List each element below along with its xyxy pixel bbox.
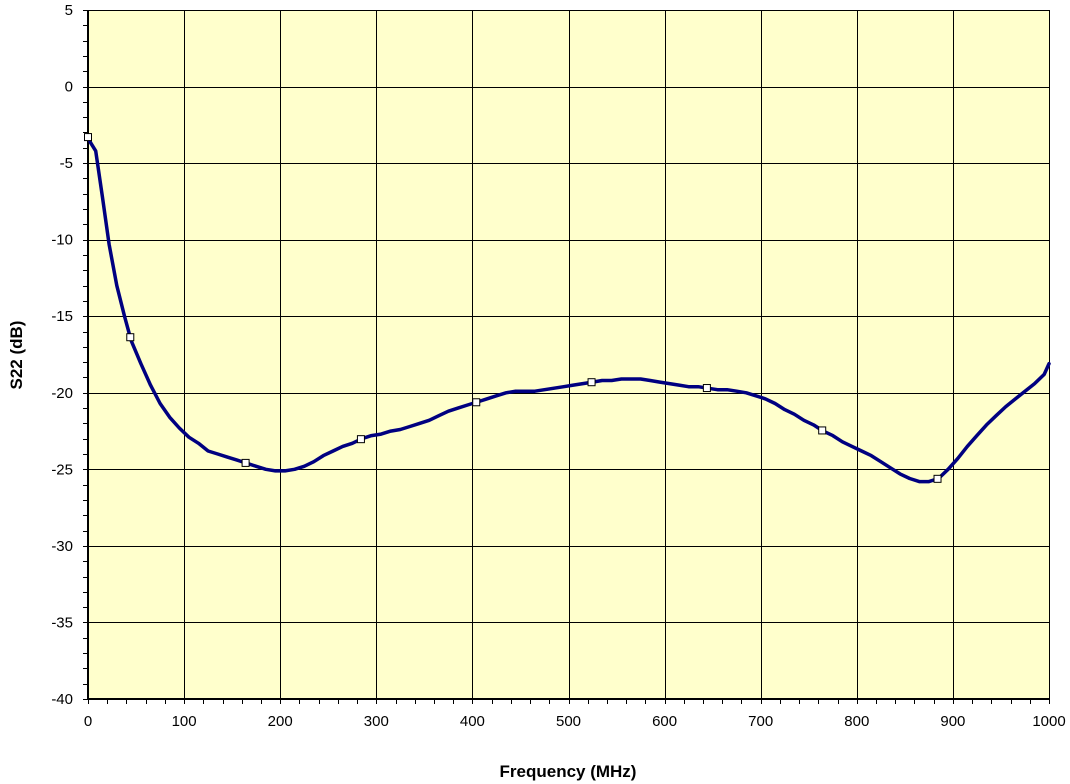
x-tick-labels: 0 100 200 300 400 500 600 700 800 900 1000 bbox=[84, 713, 1066, 730]
data-marker bbox=[818, 426, 827, 435]
y-tick-label: -25 bbox=[51, 461, 73, 478]
y-tick-label: -35 bbox=[51, 614, 73, 631]
marker-layer bbox=[84, 133, 942, 483]
axes bbox=[87, 10, 1049, 700]
data-marker bbox=[84, 133, 92, 142]
x-tick-label: 700 bbox=[748, 713, 773, 730]
x-tick-label: 300 bbox=[364, 713, 389, 730]
x-tick-label: 0 bbox=[84, 713, 92, 730]
x-tick-label: 800 bbox=[844, 713, 869, 730]
y-tick-label: -10 bbox=[51, 232, 73, 249]
y-tick-labels: 5 0 -5 -10 -15 -20 -25 -30 -35 -40 bbox=[51, 2, 73, 708]
y-axis-title: S22 (dB) bbox=[7, 321, 26, 390]
x-tick-label: 500 bbox=[556, 713, 581, 730]
y-tick-label: -30 bbox=[51, 538, 73, 555]
y-tick-label: 0 bbox=[65, 79, 73, 96]
gridlines bbox=[88, 10, 1050, 700]
y-tick-label: -20 bbox=[51, 385, 73, 402]
y-tick-label: -40 bbox=[51, 691, 73, 708]
data-marker bbox=[126, 333, 135, 342]
y-tick-label: -5 bbox=[60, 155, 73, 172]
series-line bbox=[86, 135, 1051, 484]
x-tick-label: 900 bbox=[940, 713, 965, 730]
plot-area bbox=[88, 10, 1049, 699]
x-tick-label: 200 bbox=[268, 713, 293, 730]
x-tick-label: 600 bbox=[652, 713, 677, 730]
data-marker bbox=[472, 398, 481, 407]
y-tick-label: 5 bbox=[65, 2, 73, 19]
data-marker bbox=[587, 378, 596, 387]
data-marker bbox=[702, 384, 711, 393]
x-tick-label: 400 bbox=[460, 713, 485, 730]
series-layer bbox=[86, 135, 1051, 484]
y-tick-label: -15 bbox=[51, 308, 73, 325]
data-marker bbox=[241, 458, 250, 467]
x-tick-label: 100 bbox=[172, 713, 197, 730]
data-marker bbox=[356, 435, 365, 444]
x-tick-label: 1000 bbox=[1032, 713, 1065, 730]
x-axis-title: Frequency (MHz) bbox=[500, 762, 637, 781]
data-marker bbox=[933, 474, 942, 483]
